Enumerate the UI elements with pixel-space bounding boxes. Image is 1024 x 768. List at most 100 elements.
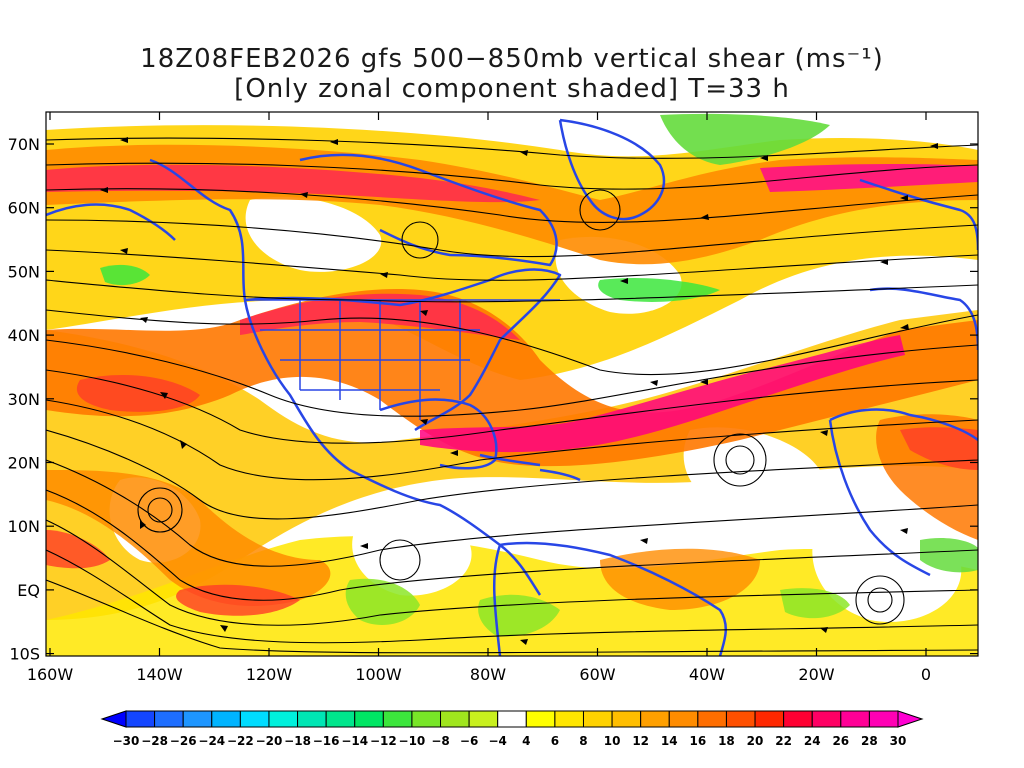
- shade-green-greenland: [660, 113, 830, 165]
- colorbar-swatch: [268, 710, 299, 728]
- colorbar-swatch: [697, 710, 727, 728]
- colorbar-label: −4: [489, 734, 507, 748]
- coast-caribbean: [479, 453, 581, 482]
- colorbar-swatch: [154, 710, 184, 728]
- colorbar-label: 14: [661, 734, 678, 748]
- coast-alaska: [46, 203, 176, 241]
- colorbar-label: −8: [431, 734, 449, 748]
- lon-label: 20W: [798, 665, 834, 684]
- lon-label: 80W: [470, 665, 506, 684]
- shade-white-patch-6: [245, 196, 382, 272]
- coast-south-america: [493, 541, 727, 656]
- colorbar-label: −16: [313, 734, 340, 748]
- shade-magenta-core-atlantic: [420, 335, 905, 453]
- lon-label: 100W: [355, 665, 402, 684]
- colorbar-label: −10: [399, 734, 426, 748]
- lon-label: 60W: [579, 665, 615, 684]
- lon-label: 120W: [246, 665, 293, 684]
- colorbar-swatch: [239, 710, 270, 728]
- colorbar-swatch: [783, 710, 813, 728]
- colorbar-label: 28: [861, 734, 878, 748]
- colorbar-swatch: [411, 710, 442, 728]
- colorbar-swatch: [868, 710, 899, 728]
- lat-label: 50N: [8, 262, 40, 281]
- shade-green-atlantic-east: [780, 588, 850, 619]
- lat-label: 20N: [8, 454, 40, 473]
- shade-red-pacific-trough: [76, 375, 200, 412]
- lon-label: 160W: [27, 665, 74, 684]
- colorbar-swatch: [440, 710, 470, 728]
- lat-label: 70N: [8, 135, 40, 154]
- colorbar-label: 16: [690, 734, 707, 748]
- colorbar-swatch: [582, 710, 613, 728]
- coast-north-america: [149, 158, 562, 596]
- lon-label: 140W: [136, 665, 183, 684]
- colorbar-label: −28: [141, 734, 168, 748]
- colorbar-swatch: [468, 710, 499, 728]
- colorbar-swatch: [725, 710, 756, 728]
- colorbar-label: 24: [804, 734, 821, 748]
- colorbar-label: −22: [227, 734, 254, 748]
- coast-africa: [828, 408, 978, 577]
- longitude-axis: 160W 140W 120W 100W 80W 60W 40W 20W 0: [27, 112, 931, 684]
- shade-magenta-core-north-east: [760, 163, 978, 192]
- colorbar-label: −26: [170, 734, 197, 748]
- colorbar-swatch: [840, 710, 870, 728]
- streamline-arrows: [100, 137, 938, 645]
- lon-label: 0: [921, 665, 931, 684]
- colorbar-label: 20: [747, 734, 764, 748]
- colorbar-end-high: [897, 710, 924, 728]
- streamline-layer: [46, 137, 978, 654]
- shade-red-core-north: [46, 164, 540, 203]
- state-borders: [245, 299, 560, 420]
- colorbar-label: 18: [718, 734, 735, 748]
- colorbar-label: 22: [775, 734, 792, 748]
- colorbar-swatch: [382, 710, 413, 728]
- lat-label: 60N: [8, 199, 40, 218]
- shade-green-alaska: [100, 264, 150, 286]
- colorbar-swatch: [125, 710, 156, 728]
- shade-white-patch-3: [352, 513, 472, 596]
- shade-orange-pacific-south: [46, 470, 331, 606]
- colorbar-swatch: [640, 710, 670, 728]
- shade-red-west-south: [46, 530, 110, 569]
- colorbar-swatch: [525, 710, 556, 728]
- colorbar-label: 6: [551, 734, 559, 748]
- lat-label: 40N: [8, 326, 40, 345]
- colorbar-label: −30: [113, 734, 140, 748]
- lat-label: 10S: [9, 645, 40, 664]
- colorbar-label: 26: [832, 734, 849, 748]
- coast-hudson-canada: [299, 153, 558, 267]
- colorbar-swatch: [668, 710, 699, 728]
- coast-greenland: [558, 118, 666, 221]
- colorbar-label: −20: [256, 734, 283, 748]
- colorbar-label: −18: [284, 734, 311, 748]
- colorbar-swatch: [297, 710, 327, 728]
- colorbar-swatch: [611, 710, 642, 728]
- colorbar-end-low: [100, 710, 127, 728]
- coastline-layer: [46, 118, 978, 656]
- map-field: [46, 112, 978, 656]
- map-frame: [45, 111, 979, 657]
- colorbar-label: −12: [370, 734, 397, 748]
- colorbar-label: −6: [460, 734, 478, 748]
- colorbar-swatch: [754, 710, 785, 728]
- chart-subtitle: [Only zonal component shaded] T=33 h: [234, 74, 790, 104]
- colorbar-label: −24: [198, 734, 225, 748]
- colorbar-label: 8: [579, 734, 587, 748]
- colorbar-swatch: [554, 710, 584, 728]
- colorbar-swatch: [182, 710, 213, 728]
- colorbar-swatch: [354, 710, 384, 728]
- shading-layer: [46, 113, 978, 656]
- lat-label: 10N: [8, 517, 40, 536]
- chart-title: 18Z08FEB2026 gfs 500−850mb vertical shea…: [140, 44, 884, 74]
- colorbar-swatch: [811, 710, 842, 728]
- colorbar-label: 30: [890, 734, 907, 748]
- lat-label: EQ: [17, 581, 40, 600]
- shade-green-pacific-eq: [345, 578, 420, 625]
- shade-white-patch-2: [683, 427, 822, 516]
- shade-red-africa: [900, 427, 978, 470]
- colorbar-label: 12: [632, 734, 649, 748]
- colorbar-swatch: [211, 710, 241, 728]
